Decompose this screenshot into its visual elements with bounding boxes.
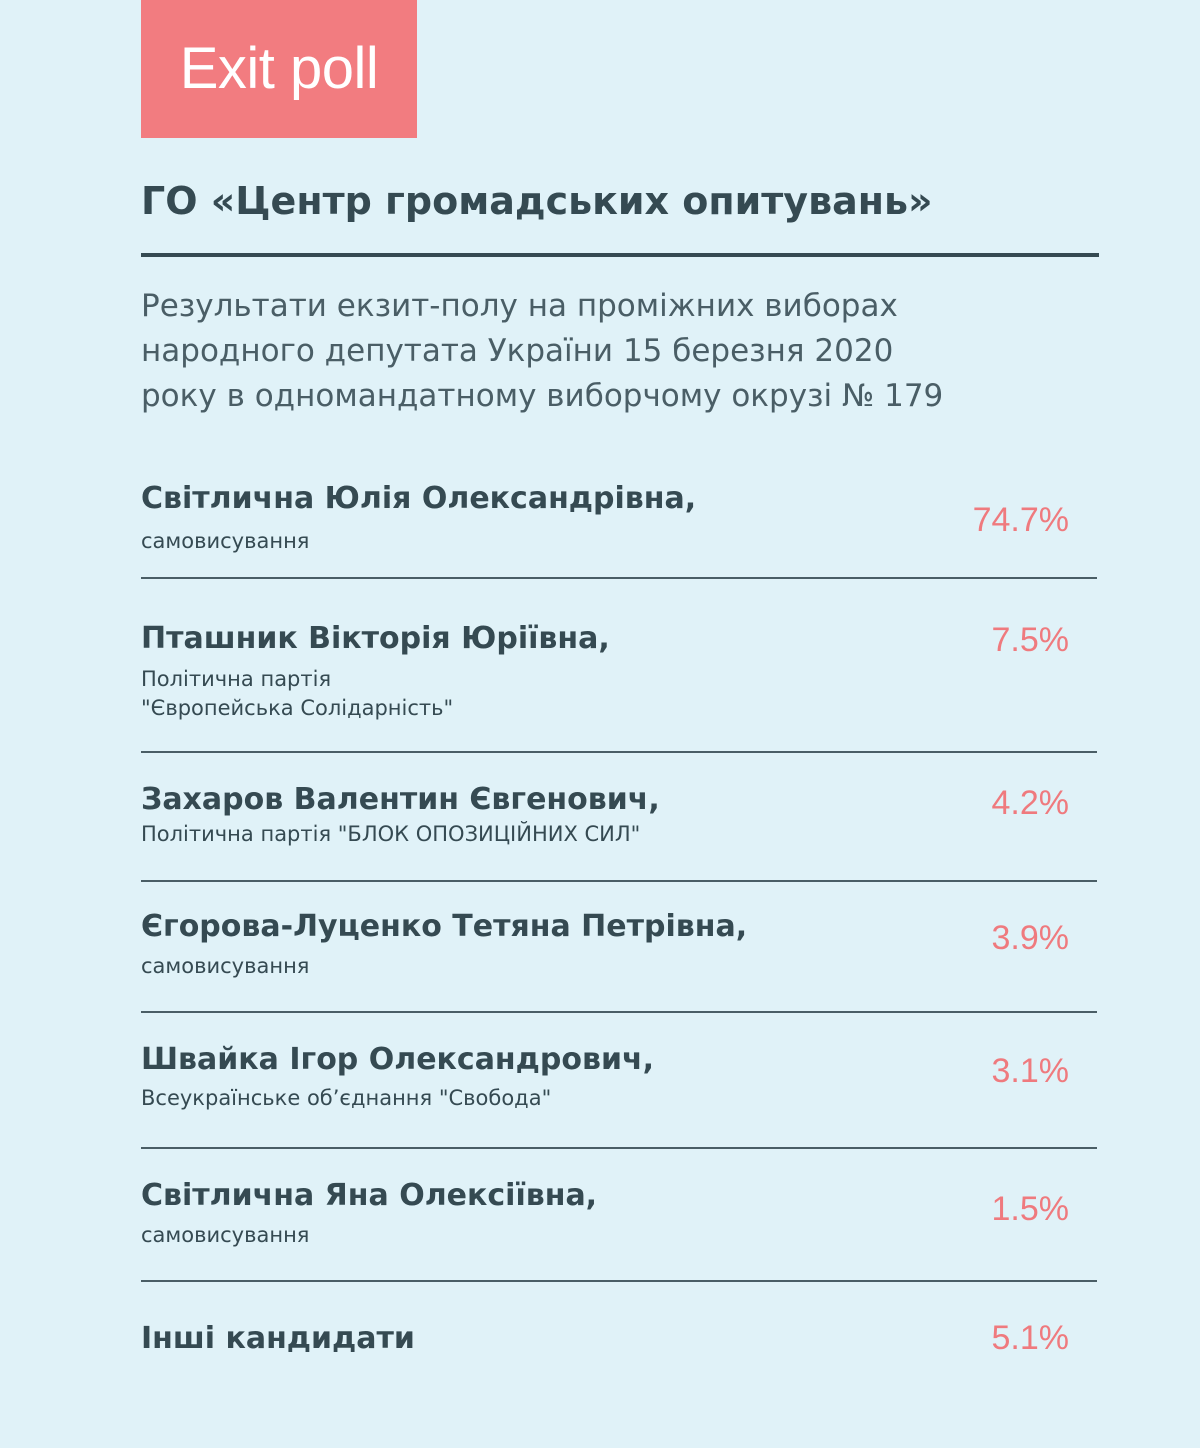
row-divider bbox=[141, 1280, 1097, 1282]
row-divider bbox=[141, 751, 1097, 753]
candidate-percent: 7.5% bbox=[991, 621, 1070, 659]
candidate-party-line: Політична партія bbox=[141, 667, 332, 691]
candidate-name: Світлична Юлія Олександрівна, bbox=[141, 481, 697, 516]
exit-poll-badge: Exit poll bbox=[141, 0, 417, 138]
candidate-percent: 3.1% bbox=[991, 1052, 1070, 1090]
candidate-party: Всеукраїнське об’єднання "Свобода" bbox=[141, 1084, 551, 1113]
candidate-name: Пташник Вікторія Юріївна, bbox=[141, 621, 610, 656]
candidate-party: Політична партія "Європейська Солідарніс… bbox=[141, 665, 453, 723]
candidate-name: Захаров Валентин Євгенович, bbox=[141, 782, 660, 817]
row-divider bbox=[141, 1011, 1097, 1013]
candidate-percent: 5.1% bbox=[991, 1319, 1070, 1357]
poll-description-line: Результати екзит-полу на проміжних вибор… bbox=[141, 288, 898, 324]
organization-title: ГО «Центр громадських опитувань» bbox=[141, 179, 933, 223]
candidate-party: Політична партія "БЛОК ОПОЗИЦІЙНИХ СИЛ" bbox=[141, 820, 640, 849]
candidate-party-line: Політична партія "БЛОК ОПОЗИЦІЙНИХ СИЛ" bbox=[141, 822, 641, 846]
title-divider bbox=[141, 253, 1099, 257]
candidate-party-line: самовисування bbox=[141, 1223, 310, 1247]
candidate-name: Швайка Ігор Олександрович, bbox=[141, 1042, 654, 1077]
row-divider bbox=[141, 880, 1097, 882]
candidate-party-line: "Європейська Солідарність" bbox=[141, 696, 454, 720]
candidate-percent: 4.2% bbox=[991, 784, 1070, 822]
candidate-party: самовисування bbox=[141, 952, 309, 981]
poll-description-line: року в одномандатному виборчому окрузі №… bbox=[141, 378, 944, 414]
poll-description-line: народного депутата України 15 березня 20… bbox=[141, 333, 894, 369]
candidate-name: Інші кандидати bbox=[141, 1321, 415, 1356]
candidate-party: самовисування bbox=[141, 527, 309, 556]
candidate-party-line: самовисування bbox=[141, 529, 310, 553]
candidate-percent: 74.7% bbox=[972, 501, 1069, 539]
row-divider bbox=[141, 577, 1097, 579]
candidate-party: самовисування bbox=[141, 1221, 309, 1250]
row-divider bbox=[141, 1147, 1097, 1149]
candidate-party-line: Всеукраїнське об’єднання "Свобода" bbox=[141, 1086, 552, 1110]
candidate-name: Світлична Яна Олексіївна, bbox=[141, 1178, 598, 1213]
poll-description: Результати екзит-полу на проміжних вибор… bbox=[141, 284, 1091, 419]
candidate-percent: 1.5% bbox=[991, 1190, 1070, 1228]
candidate-party-line: самовисування bbox=[141, 954, 310, 978]
candidate-name: Єгорова-Луценко Тетяна Петрівна, bbox=[141, 909, 748, 944]
candidate-percent: 3.9% bbox=[991, 919, 1070, 957]
